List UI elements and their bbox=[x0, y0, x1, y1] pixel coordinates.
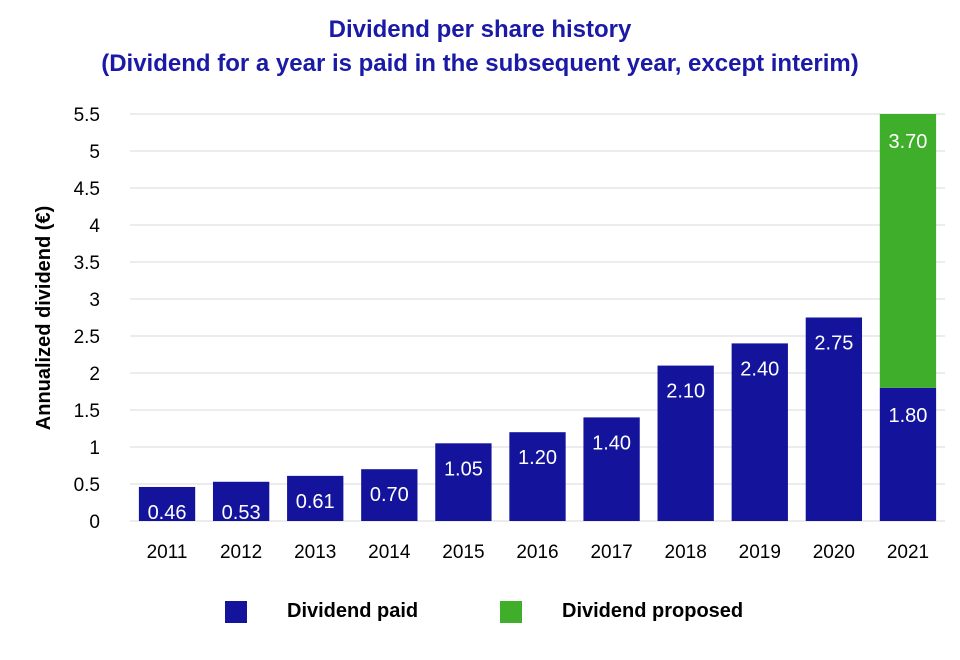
x-tick-label: 2012 bbox=[220, 542, 262, 563]
y-tick-label: 0 bbox=[89, 512, 100, 533]
bar-paid-2017 bbox=[583, 417, 640, 521]
y-tick-label: 1 bbox=[89, 438, 100, 459]
y-tick-label: 4.5 bbox=[74, 179, 100, 200]
data-labels: 0.46 0.53 0.61 0.70 1.05 1.20 1.40 2.10 2.40 2.75… bbox=[148, 131, 928, 524]
data-label: 0.53 bbox=[222, 502, 261, 524]
y-tick-label: 2.5 bbox=[74, 327, 100, 348]
data-label: 2.10 bbox=[666, 381, 705, 403]
bar-paid-2021 bbox=[879, 387, 937, 521]
y-tick-label: 4 bbox=[89, 216, 100, 237]
bars bbox=[138, 114, 937, 521]
y-tick-label: 3 bbox=[89, 290, 100, 311]
bar-proposed-2021 bbox=[879, 114, 937, 388]
bar-paid-2012 bbox=[212, 481, 270, 521]
x-tick-label: 2018 bbox=[665, 542, 707, 563]
y-tick-label: 5 bbox=[89, 142, 100, 163]
y-axis-label: Annualized dividend (€) bbox=[33, 206, 55, 430]
x-tick-label: 2016 bbox=[516, 542, 558, 563]
legend-item-dividend-paid: Dividend paid bbox=[225, 600, 418, 623]
bar-paid-2018 bbox=[657, 365, 714, 521]
data-label: 1.05 bbox=[444, 458, 483, 480]
x-tick-label: 2011 bbox=[147, 542, 188, 563]
bar-paid-2020 bbox=[805, 317, 863, 521]
bar-paid-2016 bbox=[509, 432, 566, 521]
legend-swatch-dividend-paid bbox=[225, 600, 247, 623]
data-label: 2.75 bbox=[814, 333, 853, 355]
chart-subtitle: (Dividend for a year is paid in the subs… bbox=[101, 50, 859, 77]
x-tick-labels: 2011 2012 2013 2014 2015 2016 2017 2018 2019 2020… bbox=[147, 542, 929, 563]
legend-label-dividend-paid: Dividend paid bbox=[287, 600, 419, 622]
data-label: 0.46 bbox=[148, 502, 187, 524]
bar-paid-2015 bbox=[435, 443, 492, 521]
data-label: 2.40 bbox=[740, 358, 779, 380]
y-tick-label: 2 bbox=[89, 364, 100, 385]
x-tick-label: 2013 bbox=[294, 542, 336, 563]
x-tick-label: 2015 bbox=[442, 542, 484, 563]
y-tick-label: 3.5 bbox=[74, 253, 100, 274]
data-label: 3.70 bbox=[888, 131, 927, 153]
y-tick-labels: 0 0.5 1 1.5 2 2.5 3 3.5 4 4.5 5 5.5 bbox=[74, 105, 101, 533]
legend-swatch-dividend-proposed bbox=[500, 600, 522, 623]
x-tick-label: 2017 bbox=[590, 542, 632, 563]
y-tick-label: 0.5 bbox=[74, 475, 100, 496]
bar-paid-2013 bbox=[287, 475, 344, 521]
data-label: 0.61 bbox=[296, 491, 335, 513]
legend-item-dividend-proposed: Dividend proposed bbox=[500, 600, 743, 623]
x-tick-label: 2019 bbox=[739, 542, 781, 563]
data-label: 0.70 bbox=[370, 484, 409, 506]
x-tick-label: 2021 bbox=[887, 542, 929, 563]
plot-area: 0.46 0.530.61 0.701.051.201.402.102.402.75… bbox=[33, 105, 945, 563]
x-tick-label: 2020 bbox=[813, 542, 855, 563]
y-tick-label: 1.5 bbox=[74, 401, 100, 422]
legend-label-dividend-proposed: Dividend proposed bbox=[562, 600, 744, 622]
x-tick-label: 2014 bbox=[368, 542, 411, 563]
data-label: 1.40 bbox=[592, 432, 631, 454]
bar-paid-2019 bbox=[731, 343, 788, 521]
legend: Dividend paid Dividend proposed bbox=[0, 600, 960, 630]
data-label: 1.80 bbox=[888, 405, 927, 427]
bar-paid-2011 bbox=[138, 486, 196, 521]
y-tick-label: 5.5 bbox=[74, 105, 100, 126]
chart-title: Dividend per share history bbox=[328, 16, 632, 43]
bar-paid-2014 bbox=[361, 469, 418, 521]
data-label: 1.20 bbox=[518, 447, 557, 469]
